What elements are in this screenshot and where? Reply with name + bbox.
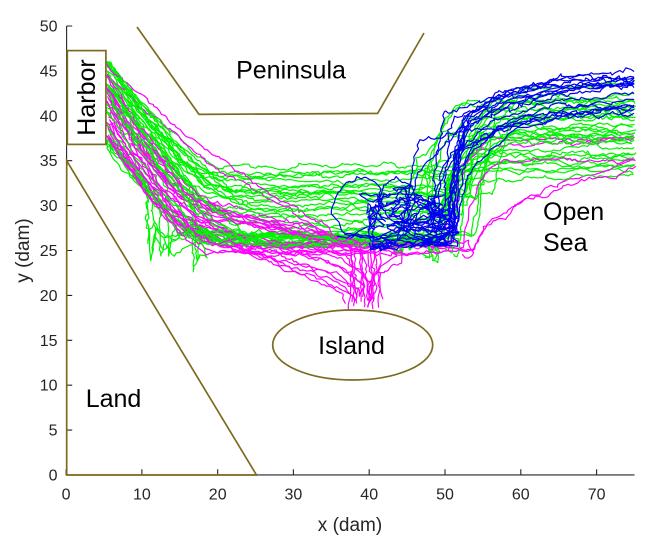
svg-text:50: 50 (40, 19, 58, 36)
svg-text:30: 30 (285, 487, 303, 504)
svg-text:Land: Land (86, 385, 142, 413)
svg-text:35: 35 (40, 153, 58, 170)
svg-text:45: 45 (40, 63, 58, 80)
svg-text:Sea: Sea (543, 229, 588, 257)
svg-text:60: 60 (512, 487, 530, 504)
svg-text:40: 40 (360, 487, 378, 504)
svg-text:10: 10 (133, 487, 151, 504)
svg-text:y (dam): y (dam) (13, 218, 34, 282)
svg-text:10: 10 (40, 378, 58, 395)
svg-text:Peninsula: Peninsula (236, 57, 346, 85)
svg-text:50: 50 (436, 487, 454, 504)
svg-text:15: 15 (40, 333, 58, 350)
svg-text:70: 70 (588, 487, 606, 504)
svg-text:0: 0 (49, 468, 58, 485)
svg-text:5: 5 (49, 423, 58, 440)
svg-text:20: 20 (209, 487, 227, 504)
svg-text:Island: Island (318, 332, 385, 360)
svg-text:40: 40 (40, 108, 58, 125)
svg-text:25: 25 (40, 243, 58, 260)
svg-text:Open: Open (543, 198, 604, 226)
svg-text:Harbor: Harbor (73, 59, 101, 135)
svg-text:30: 30 (40, 198, 58, 215)
svg-text:20: 20 (40, 288, 58, 305)
svg-text:0: 0 (62, 487, 71, 504)
svg-text:x (dam): x (dam) (318, 515, 382, 536)
